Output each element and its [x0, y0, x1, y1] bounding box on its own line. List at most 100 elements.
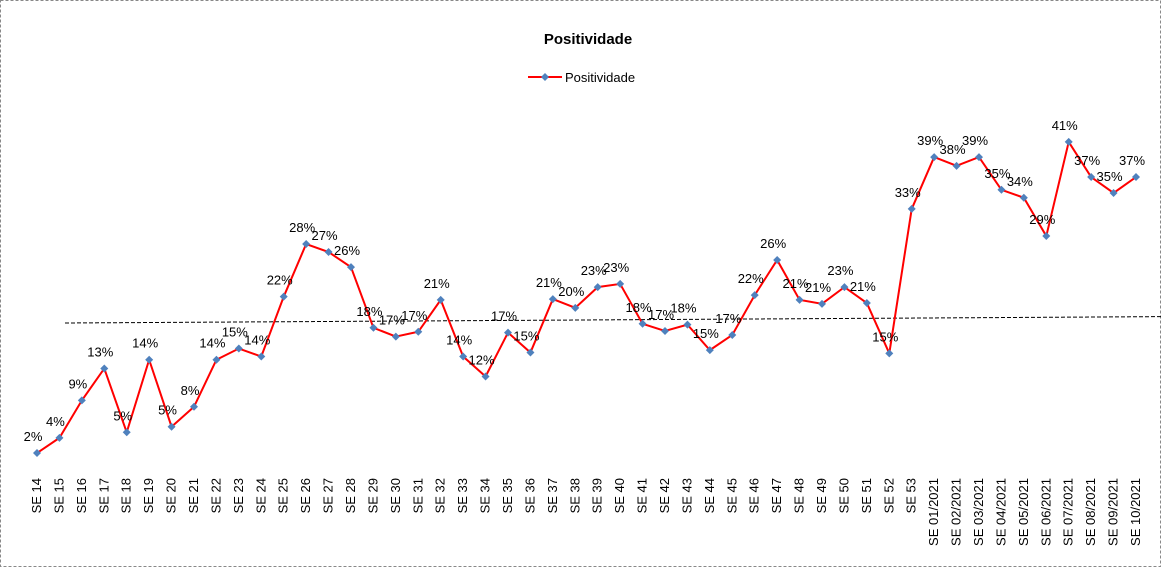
marker: [638, 319, 647, 328]
data-label: 21%: [850, 279, 876, 294]
series-line: [36, 139, 1137, 454]
marker: [257, 352, 266, 361]
marker: [414, 327, 423, 336]
x-tick-label: SE 24: [253, 478, 268, 513]
x-tick-label: SE 30: [388, 478, 403, 513]
data-label: 18%: [670, 301, 696, 316]
data-label: 14%: [199, 336, 225, 351]
marker: [728, 330, 737, 339]
data-label: 39%: [962, 133, 988, 148]
data-label: 29%: [1029, 212, 1055, 227]
data-label: 14%: [132, 336, 158, 351]
data-label: 15%: [513, 329, 539, 344]
x-tick-label: SE 20: [164, 478, 179, 513]
marker: [840, 283, 849, 292]
marker: [661, 326, 669, 335]
x-tick-label: SE 02/2021: [949, 478, 964, 546]
data-label: 21%: [536, 275, 562, 290]
data-label: 15%: [693, 326, 719, 341]
x-tick-label: SE 17: [96, 478, 111, 513]
x-tick-label: SE 15: [51, 478, 66, 513]
data-label: 18%: [626, 300, 652, 315]
marker: [279, 292, 288, 301]
x-tick-label: SE 33: [455, 478, 470, 513]
x-tick-label: SE 14: [29, 478, 44, 513]
x-tick-label: SE 38: [567, 478, 582, 513]
legend-marker: [541, 73, 549, 81]
data-label: 12%: [469, 352, 495, 367]
x-tick-label: SE 27: [321, 478, 336, 513]
marker: [55, 433, 64, 442]
data-label: 41%: [1052, 118, 1078, 133]
marker: [975, 153, 983, 162]
marker: [1019, 193, 1028, 202]
x-tick-label: SE 04/2021: [993, 478, 1008, 546]
marker: [548, 295, 557, 304]
marker: [459, 352, 468, 361]
x-tick-label: SE 05/2021: [1016, 478, 1031, 546]
marker: [593, 283, 602, 292]
x-tick-label: SE 39: [590, 478, 605, 513]
x-tick-label: SE 52: [881, 478, 896, 513]
data-label: 2%: [24, 429, 43, 444]
x-tick-label: SE 26: [298, 478, 313, 513]
x-tick-label: SE 09/2021: [1106, 478, 1121, 546]
data-label: 17%: [715, 311, 741, 326]
x-tick-label: SE 01/2021: [926, 478, 941, 546]
data-label: 13%: [87, 344, 113, 359]
x-tick-label: SE 10/2021: [1128, 478, 1143, 546]
marker: [526, 348, 535, 357]
x-tick-label: SE 18: [119, 478, 134, 513]
x-tick-label: SE 22: [208, 478, 223, 513]
marker: [818, 299, 826, 308]
data-label: 17%: [491, 309, 517, 324]
data-label: 37%: [1074, 153, 1100, 168]
data-label: 33%: [895, 185, 921, 200]
x-tick-label: SE 43: [679, 478, 694, 513]
marker: [930, 153, 939, 162]
marker: [504, 328, 512, 337]
marker: [795, 295, 804, 304]
data-label: 14%: [244, 333, 270, 348]
marker: [885, 349, 894, 358]
trend-line: [64, 316, 1161, 324]
marker: [77, 396, 86, 405]
data-label: 17%: [379, 313, 405, 328]
x-tick-label: SE 42: [657, 478, 672, 513]
x-tick-label: SE 25: [276, 478, 291, 513]
data-label: 4%: [46, 414, 65, 429]
data-label: 26%: [334, 243, 360, 258]
marker: [571, 303, 580, 312]
x-tick-label: SE 31: [410, 478, 425, 513]
marker: [1064, 137, 1073, 146]
x-tick-label: SE 23: [231, 478, 246, 513]
x-tick-label: SE 08/2021: [1083, 478, 1098, 546]
data-label: 28%: [289, 220, 315, 235]
data-label: 21%: [783, 276, 809, 291]
x-tick-label: SE 34: [478, 478, 493, 513]
marker: [750, 291, 759, 300]
data-label: 23%: [581, 263, 607, 278]
x-tick-label: SE 47: [769, 478, 784, 513]
marker: [391, 332, 400, 341]
marker: [302, 240, 311, 249]
marker: [705, 346, 714, 355]
marker: [616, 279, 625, 288]
marker: [1042, 232, 1051, 241]
data-label: 22%: [267, 273, 293, 288]
x-tick-label: SE 29: [365, 478, 380, 513]
marker: [862, 299, 871, 308]
x-tick-label: SE 06/2021: [1038, 478, 1053, 546]
marker: [481, 372, 490, 381]
marker: [773, 255, 782, 264]
marker: [324, 248, 333, 257]
x-tick-label: SE 44: [702, 478, 717, 513]
x-tick-label: SE 19: [141, 478, 156, 513]
data-label: 37%: [1119, 153, 1145, 168]
x-tick-label: SE 36: [522, 478, 537, 513]
data-label: 18%: [356, 304, 382, 319]
chart-title: Positividade: [544, 31, 632, 48]
legend-label: Positividade: [565, 70, 635, 85]
data-label: 15%: [872, 329, 898, 344]
